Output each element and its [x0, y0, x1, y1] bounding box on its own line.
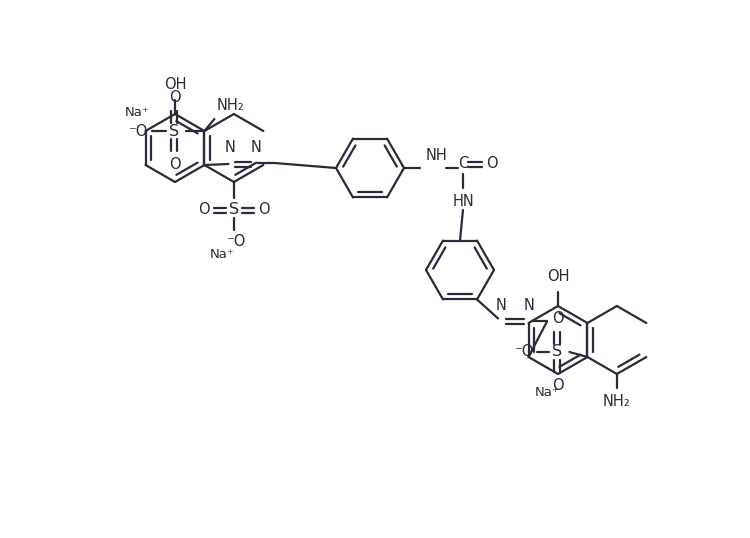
Text: ⁻O: ⁻O: [226, 234, 245, 249]
Text: O: O: [169, 90, 180, 105]
Text: HN: HN: [452, 194, 474, 209]
Text: S: S: [170, 124, 179, 138]
Text: O: O: [198, 202, 210, 217]
Text: O: O: [258, 202, 269, 217]
Text: C: C: [458, 157, 468, 172]
Text: O: O: [552, 378, 563, 393]
Text: NH: NH: [426, 148, 448, 163]
Text: NH₂: NH₂: [603, 394, 631, 409]
Text: Na⁺: Na⁺: [209, 247, 234, 260]
Text: Na⁺: Na⁺: [535, 386, 560, 399]
Text: S: S: [229, 202, 239, 217]
Text: N: N: [524, 299, 535, 314]
Text: OH: OH: [164, 77, 186, 92]
Text: NH₂: NH₂: [217, 98, 244, 113]
Text: O: O: [486, 157, 498, 172]
Text: OH: OH: [547, 269, 569, 284]
Text: N: N: [251, 140, 262, 155]
Text: O: O: [552, 311, 563, 326]
Text: ⁻O: ⁻O: [514, 344, 533, 359]
Text: N: N: [225, 140, 236, 155]
Text: O: O: [169, 157, 180, 172]
Text: S: S: [553, 344, 562, 359]
Text: Na⁺: Na⁺: [124, 107, 149, 119]
Text: N: N: [496, 299, 506, 314]
Text: ⁻O: ⁻O: [128, 124, 148, 138]
